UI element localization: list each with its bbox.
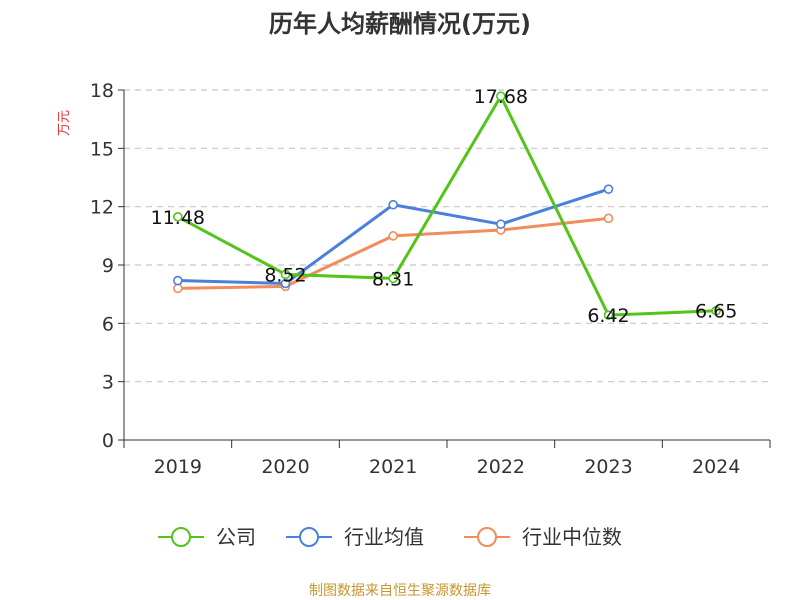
legend-item[interactable]: 行业中位数 xyxy=(464,525,622,549)
data-point xyxy=(280,269,291,280)
data-point xyxy=(388,231,398,241)
data-point xyxy=(496,91,506,102)
data-label: 6.65 xyxy=(695,301,737,323)
legend-label: 行业均值 xyxy=(344,525,424,549)
data-point xyxy=(603,310,614,320)
data-point xyxy=(603,184,614,194)
legend-item[interactable]: 公司 xyxy=(158,525,256,549)
y-tick-label: 3 xyxy=(102,372,114,394)
data-label: 8.52 xyxy=(264,264,306,286)
data-point xyxy=(711,305,721,316)
series-line xyxy=(177,94,717,317)
axes: 0 3 6 9 12 15 18 2019 2020 2021 2022 2023 2024 xyxy=(90,80,771,478)
grid-lines xyxy=(124,89,770,383)
y-tick-label: 18 xyxy=(90,80,114,102)
data-label: 17.68 xyxy=(474,86,528,108)
legend-marker-icon xyxy=(299,527,319,547)
data-label: 11.48 xyxy=(151,207,205,229)
data-point xyxy=(173,275,183,286)
data-point xyxy=(388,273,398,284)
x-tick-label: 2019 xyxy=(154,456,202,478)
data-point xyxy=(603,213,614,224)
series-group xyxy=(173,91,721,320)
source-note: 制图数据来自恒生聚源数据库 xyxy=(309,583,491,599)
data-point xyxy=(173,283,183,294)
legend-label: 行业中位数 xyxy=(522,525,622,549)
data-point xyxy=(280,278,291,289)
chart-title: 历年人均薪酬情况(万元) xyxy=(269,10,531,38)
x-tick-label: 2020 xyxy=(261,456,309,478)
data-point xyxy=(496,219,506,229)
data-label: 8.31 xyxy=(372,268,414,290)
legend-label: 公司 xyxy=(216,525,256,549)
y-tick-label: 0 xyxy=(102,430,114,452)
y-tick-label: 9 xyxy=(102,255,114,277)
x-tick-label: 2023 xyxy=(584,456,632,478)
x-tick-label: 2024 xyxy=(692,456,740,478)
data-label: 6.42 xyxy=(587,305,629,327)
y-tick-label: 15 xyxy=(90,138,114,160)
legend-marker-icon xyxy=(171,527,191,547)
data-labels: 11.48 8.52 8.31 17.68 6.42 6.65 xyxy=(151,86,738,327)
data-point xyxy=(388,199,398,210)
data-point xyxy=(173,211,183,222)
x-tick-label: 2021 xyxy=(369,456,417,478)
y-axis-label: 万元 xyxy=(57,110,72,136)
legend[interactable]: 公司 行业均值 行业中位数 xyxy=(158,525,622,549)
legend-item[interactable]: 行业均值 xyxy=(286,525,424,549)
y-tick-label: 6 xyxy=(102,313,114,335)
y-tick-label: 12 xyxy=(90,197,114,219)
x-tick-label: 2022 xyxy=(477,456,525,478)
legend-marker-icon xyxy=(477,527,497,547)
